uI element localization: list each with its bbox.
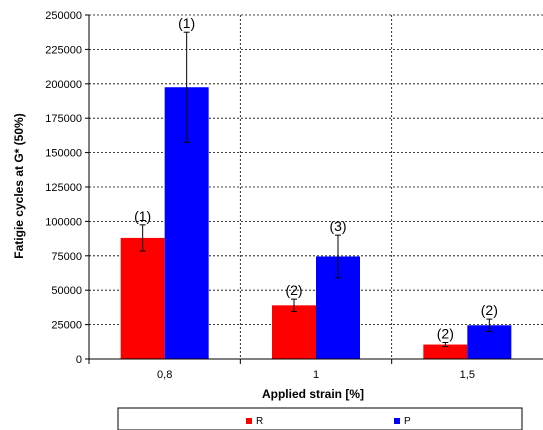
y-tick-label: 250000 xyxy=(45,10,82,22)
y-tick-label: 25000 xyxy=(51,320,82,332)
data-annotation: (2) xyxy=(481,302,498,318)
y-tick-label: 125000 xyxy=(45,182,82,194)
data-annotation: (1) xyxy=(178,15,195,31)
y-tick-label: 175000 xyxy=(45,113,82,125)
x-tick-label: 0,8 xyxy=(157,369,172,381)
tick-labels: 0 25000 50000 75000 100000 125000 150000 175000… xyxy=(45,10,475,381)
data-annotation: (2) xyxy=(285,282,302,298)
y-tick-label: 50000 xyxy=(51,285,82,297)
y-tick-label: 0 xyxy=(76,354,82,366)
y-tick-label: 150000 xyxy=(45,148,82,160)
legend-box xyxy=(117,407,523,430)
legend: R P xyxy=(117,407,523,430)
y-tick-label: 225000 xyxy=(45,44,82,56)
x-axis-title: Applied strain [%] xyxy=(262,387,364,401)
gridlines xyxy=(89,14,543,359)
bars: (1) (1) (2) (3) (2) (2) xyxy=(120,15,512,360)
bar-r xyxy=(423,344,468,359)
y-axis-title: Fatigie cycles at G* (50%) xyxy=(12,113,26,258)
legend-swatch-r xyxy=(246,418,252,424)
x-tick-label: 1 xyxy=(313,369,319,381)
bar-r xyxy=(272,305,316,359)
y-tick-label: 100000 xyxy=(45,216,82,228)
y-tick-label: 75000 xyxy=(51,251,82,263)
y-tick-label: 200000 xyxy=(45,79,82,91)
bar-r xyxy=(120,237,165,359)
data-annotation: (2) xyxy=(437,325,454,341)
data-annotation: (1) xyxy=(134,208,151,224)
axes xyxy=(85,14,543,364)
legend-label-r: R xyxy=(256,416,263,427)
legend-swatch-p xyxy=(394,418,400,424)
legend-label-p: P xyxy=(404,416,411,427)
x-tick-label: 1,5 xyxy=(460,369,475,381)
data-annotation: (3) xyxy=(329,218,346,234)
